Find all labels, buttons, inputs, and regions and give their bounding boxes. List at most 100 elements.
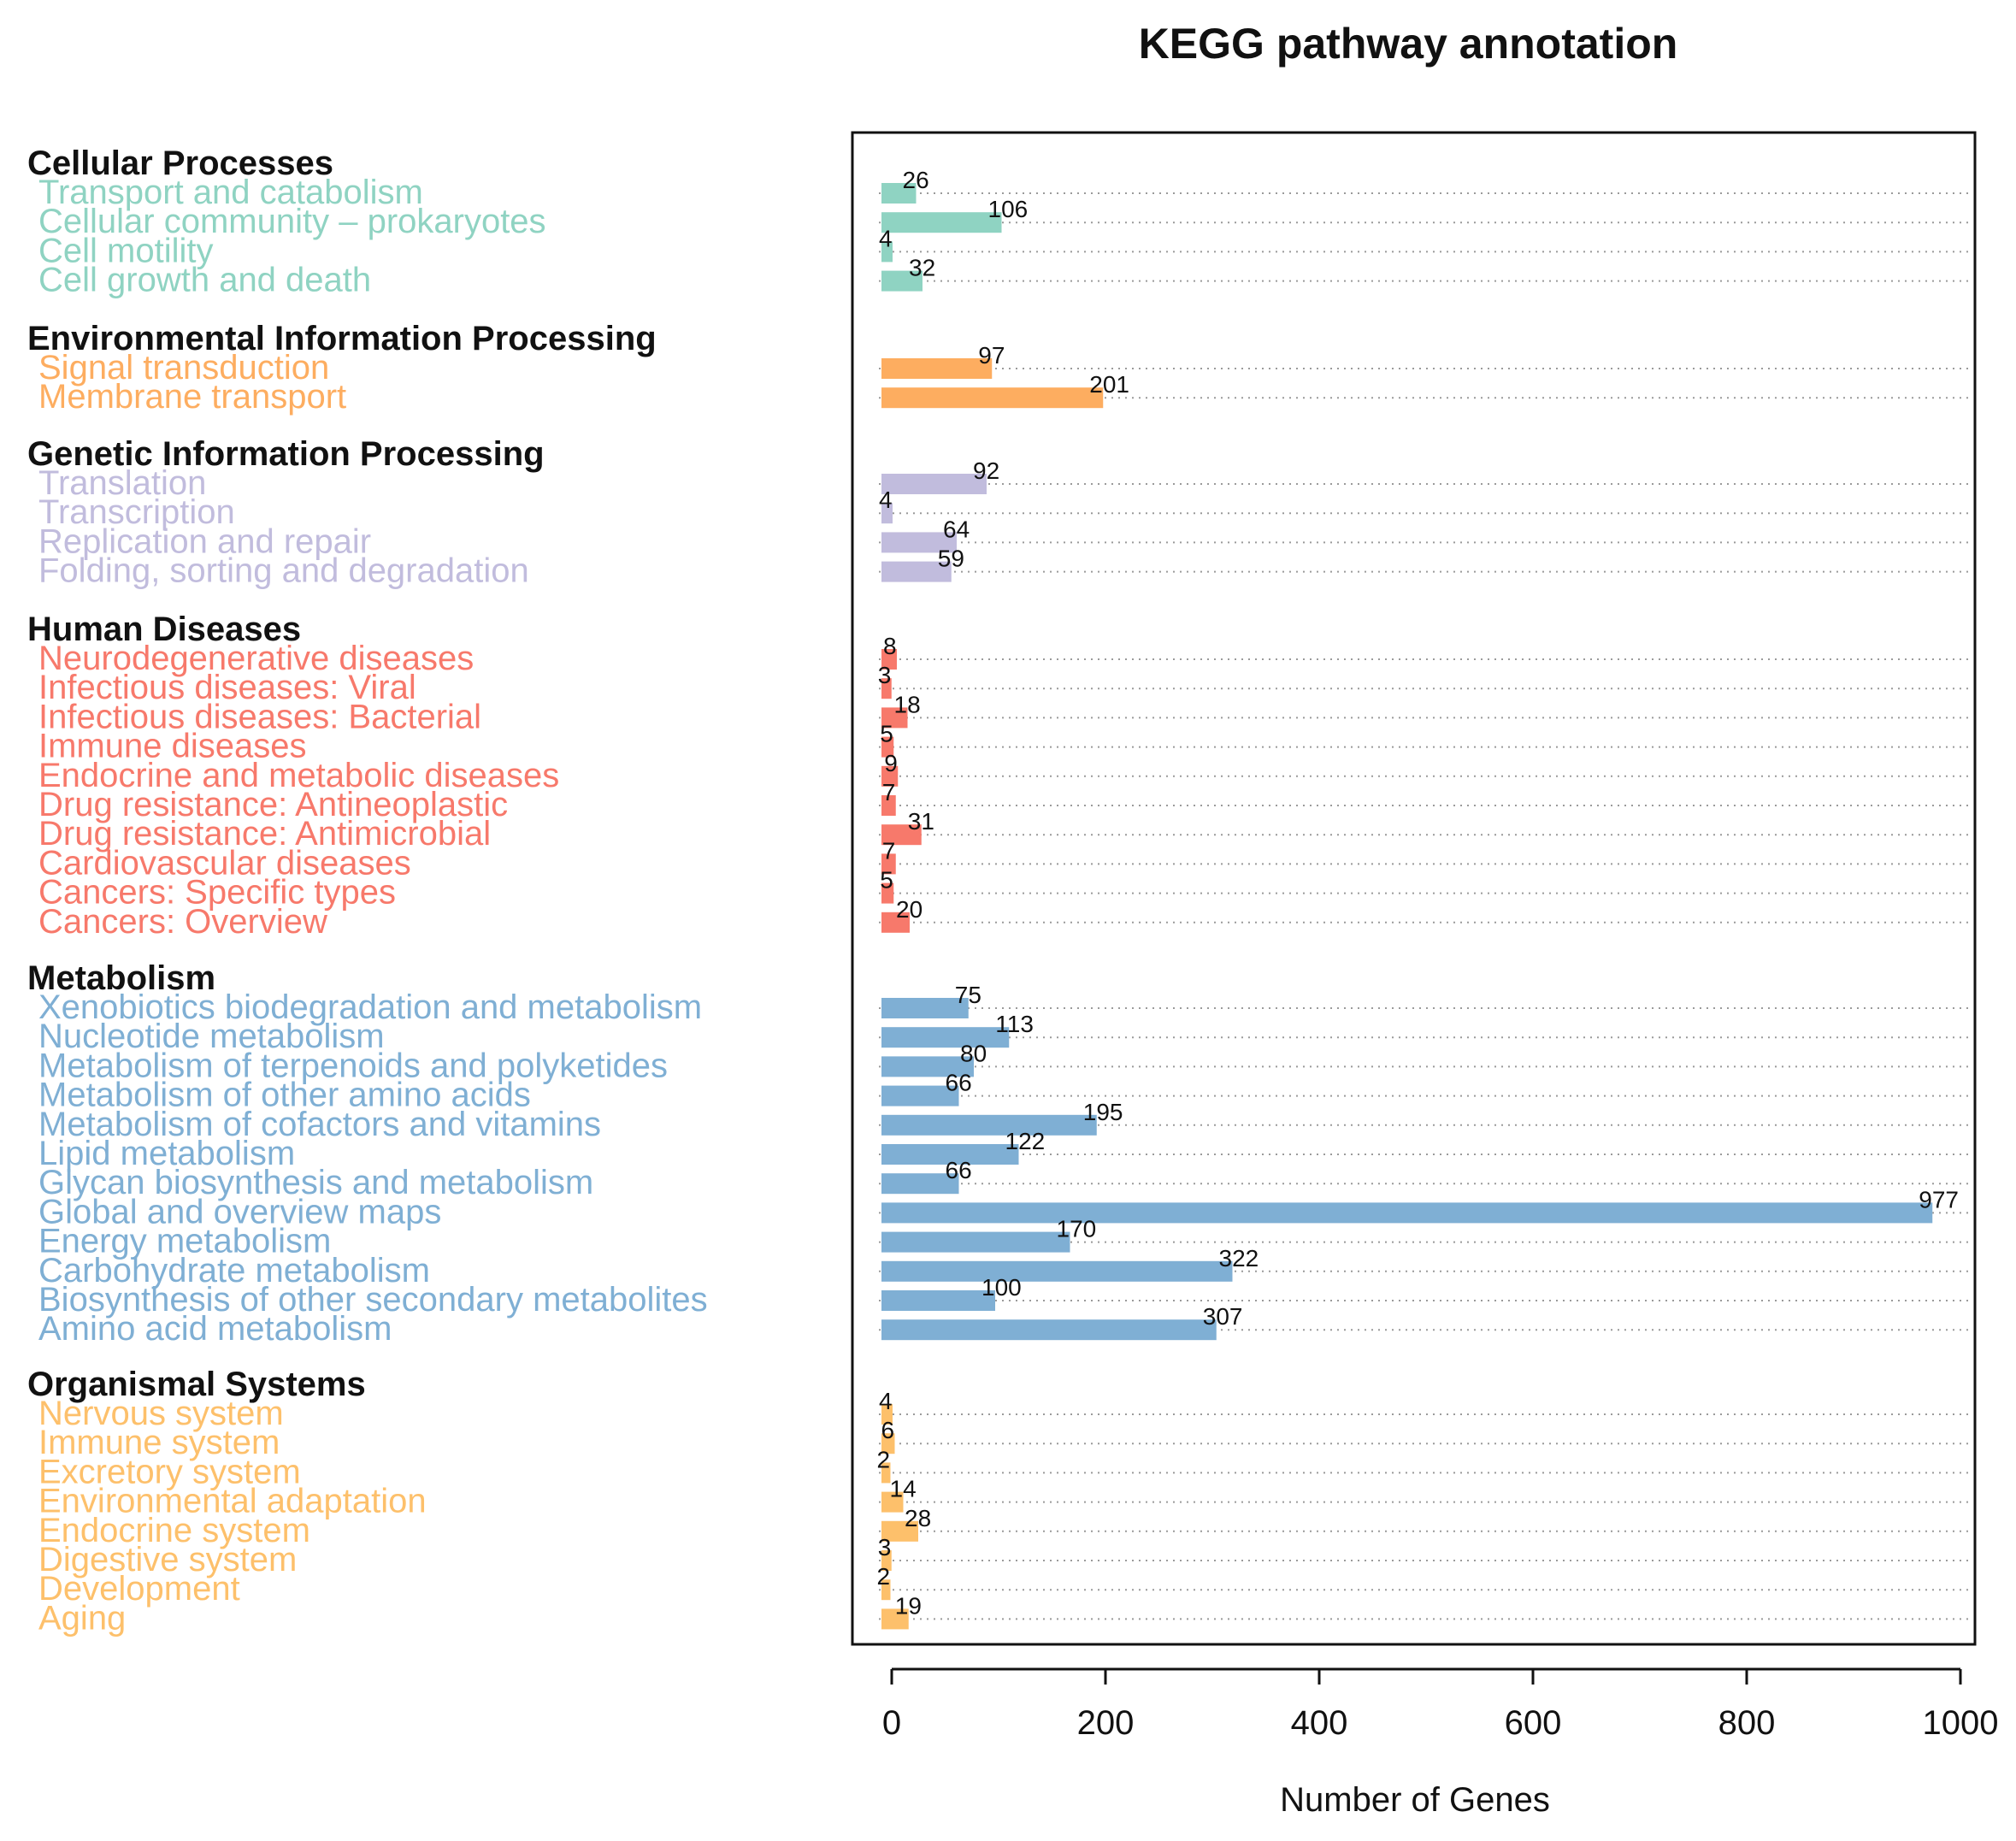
bar (881, 1433, 895, 1455)
x-axis: 0 200 400 600 800 1000 (882, 1667, 1999, 1742)
bar (881, 561, 952, 582)
category-label: Cancers: Specific types (38, 874, 396, 912)
category-label: Immune system (38, 1424, 280, 1461)
category-label: Nucleotide metabolism (38, 1018, 385, 1055)
bar-value-label: 3 (878, 662, 892, 688)
x-tick-label: 400 (1291, 1704, 1348, 1742)
bar (881, 853, 896, 875)
category-label: Endocrine and metabolic diseases (38, 757, 559, 794)
category-label: Development (38, 1570, 240, 1608)
grid-layer (879, 192, 1972, 1620)
bar (881, 882, 894, 904)
bar-value-label: 59 (938, 546, 964, 572)
bar (881, 1608, 909, 1630)
group-header: Human Diseases (27, 611, 301, 648)
bar (881, 649, 897, 670)
bar (881, 1520, 918, 1542)
category-label: Digestive system (38, 1541, 297, 1578)
bar (881, 795, 896, 816)
bar (881, 387, 1104, 409)
bar (881, 183, 917, 204)
category-label: Immune diseases (38, 728, 306, 765)
bar (881, 241, 893, 263)
category-label: Replication and repair (38, 522, 371, 560)
category-label: Infectious diseases: Viral (38, 669, 416, 706)
bar (881, 1491, 904, 1513)
bar (881, 678, 892, 699)
category-label: Translation (38, 464, 206, 502)
bar (881, 1550, 892, 1571)
x-tick-label: 1000 (1923, 1704, 1999, 1742)
category-label: Cell motility (38, 232, 213, 269)
category-label: Global and overview maps (38, 1193, 441, 1230)
bar-value-label: 9 (884, 750, 898, 776)
bar (881, 358, 993, 379)
bar (881, 1027, 1010, 1048)
bar (881, 824, 922, 846)
category-label: Signal transduction (38, 349, 329, 386)
bar-value-label: 14 (890, 1476, 917, 1502)
category-label: Membrane transport (38, 378, 346, 416)
category-label: Neurodegenerative diseases (38, 640, 474, 677)
group-header: Organismal Systems (27, 1366, 366, 1403)
category-label: Cancers: Overview (38, 903, 327, 941)
bar (881, 503, 893, 524)
bar-value-label: 106 (988, 196, 1029, 222)
bar-value-label: 31 (908, 808, 934, 835)
bar-value-label: 18 (894, 691, 921, 717)
category-label: Transport and catabolism (38, 174, 423, 211)
bar-value-label: 92 (973, 457, 999, 484)
bar-value-label: 20 (896, 896, 923, 923)
bar (881, 736, 894, 758)
bar (881, 532, 957, 553)
bar-value-label: 28 (905, 1505, 931, 1531)
bar-value-label: 307 (1203, 1303, 1243, 1330)
bar (881, 707, 908, 729)
group-header: Cellular Processes (27, 145, 333, 182)
category-label: Lipid metabolism (38, 1135, 295, 1172)
category-label: Cell growth and death (38, 262, 371, 299)
category-label: Metabolism of terpenoids and polyketides (38, 1047, 668, 1084)
x-axis-label: Number of Genes (1280, 1781, 1550, 1819)
category-label: Excretory system (38, 1453, 301, 1490)
value-labels-layer: 2610643297201924645983185973175207511380… (877, 167, 1959, 1619)
bar (881, 474, 987, 494)
category-label: Cardiovascular diseases (38, 844, 411, 882)
bar (881, 1231, 1070, 1253)
bar-value-label: 4 (879, 225, 893, 251)
bar (881, 1579, 891, 1601)
bar-value-label: 66 (946, 1157, 972, 1183)
bar-value-label: 201 (1089, 371, 1129, 398)
category-label: Xenobiotics biodegradation and metabolis… (38, 988, 702, 1026)
bar-value-label: 977 (1919, 1186, 1959, 1213)
bar (881, 212, 1002, 233)
bar (881, 1056, 974, 1077)
category-label: Carbohydrate metabolism (38, 1252, 430, 1289)
category-label: Environmental adaptation (38, 1483, 427, 1520)
bar-value-label: 7 (882, 779, 896, 805)
category-label: Amino acid metabolism (38, 1310, 392, 1348)
bar-value-label: 5 (880, 867, 893, 894)
bar (881, 765, 899, 787)
bar-value-label: 113 (995, 1011, 1034, 1037)
x-tick-label: 800 (1718, 1704, 1776, 1742)
bar (881, 998, 969, 1018)
category-label: Metabolism of cofactors and vitamins (38, 1106, 601, 1143)
x-tick-label: 600 (1505, 1704, 1562, 1742)
category-label: Metabolism of other amino acids (38, 1077, 531, 1114)
plot-frame (851, 131, 1977, 1646)
bar-value-label: 170 (1057, 1216, 1097, 1242)
bar (881, 1173, 959, 1195)
category-label: Folding, sorting and degradation (38, 552, 529, 590)
bar (881, 1290, 995, 1311)
bar (881, 1260, 1233, 1282)
x-tick-label: 200 (1077, 1704, 1135, 1742)
x-tick-label: 0 (882, 1704, 901, 1742)
bar-value-label: 195 (1083, 1099, 1123, 1125)
bar-value-label: 4 (879, 487, 893, 513)
bar-value-label: 80 (960, 1040, 987, 1066)
category-label: Nervous system (38, 1395, 284, 1432)
bar-value-label: 122 (1005, 1128, 1046, 1154)
